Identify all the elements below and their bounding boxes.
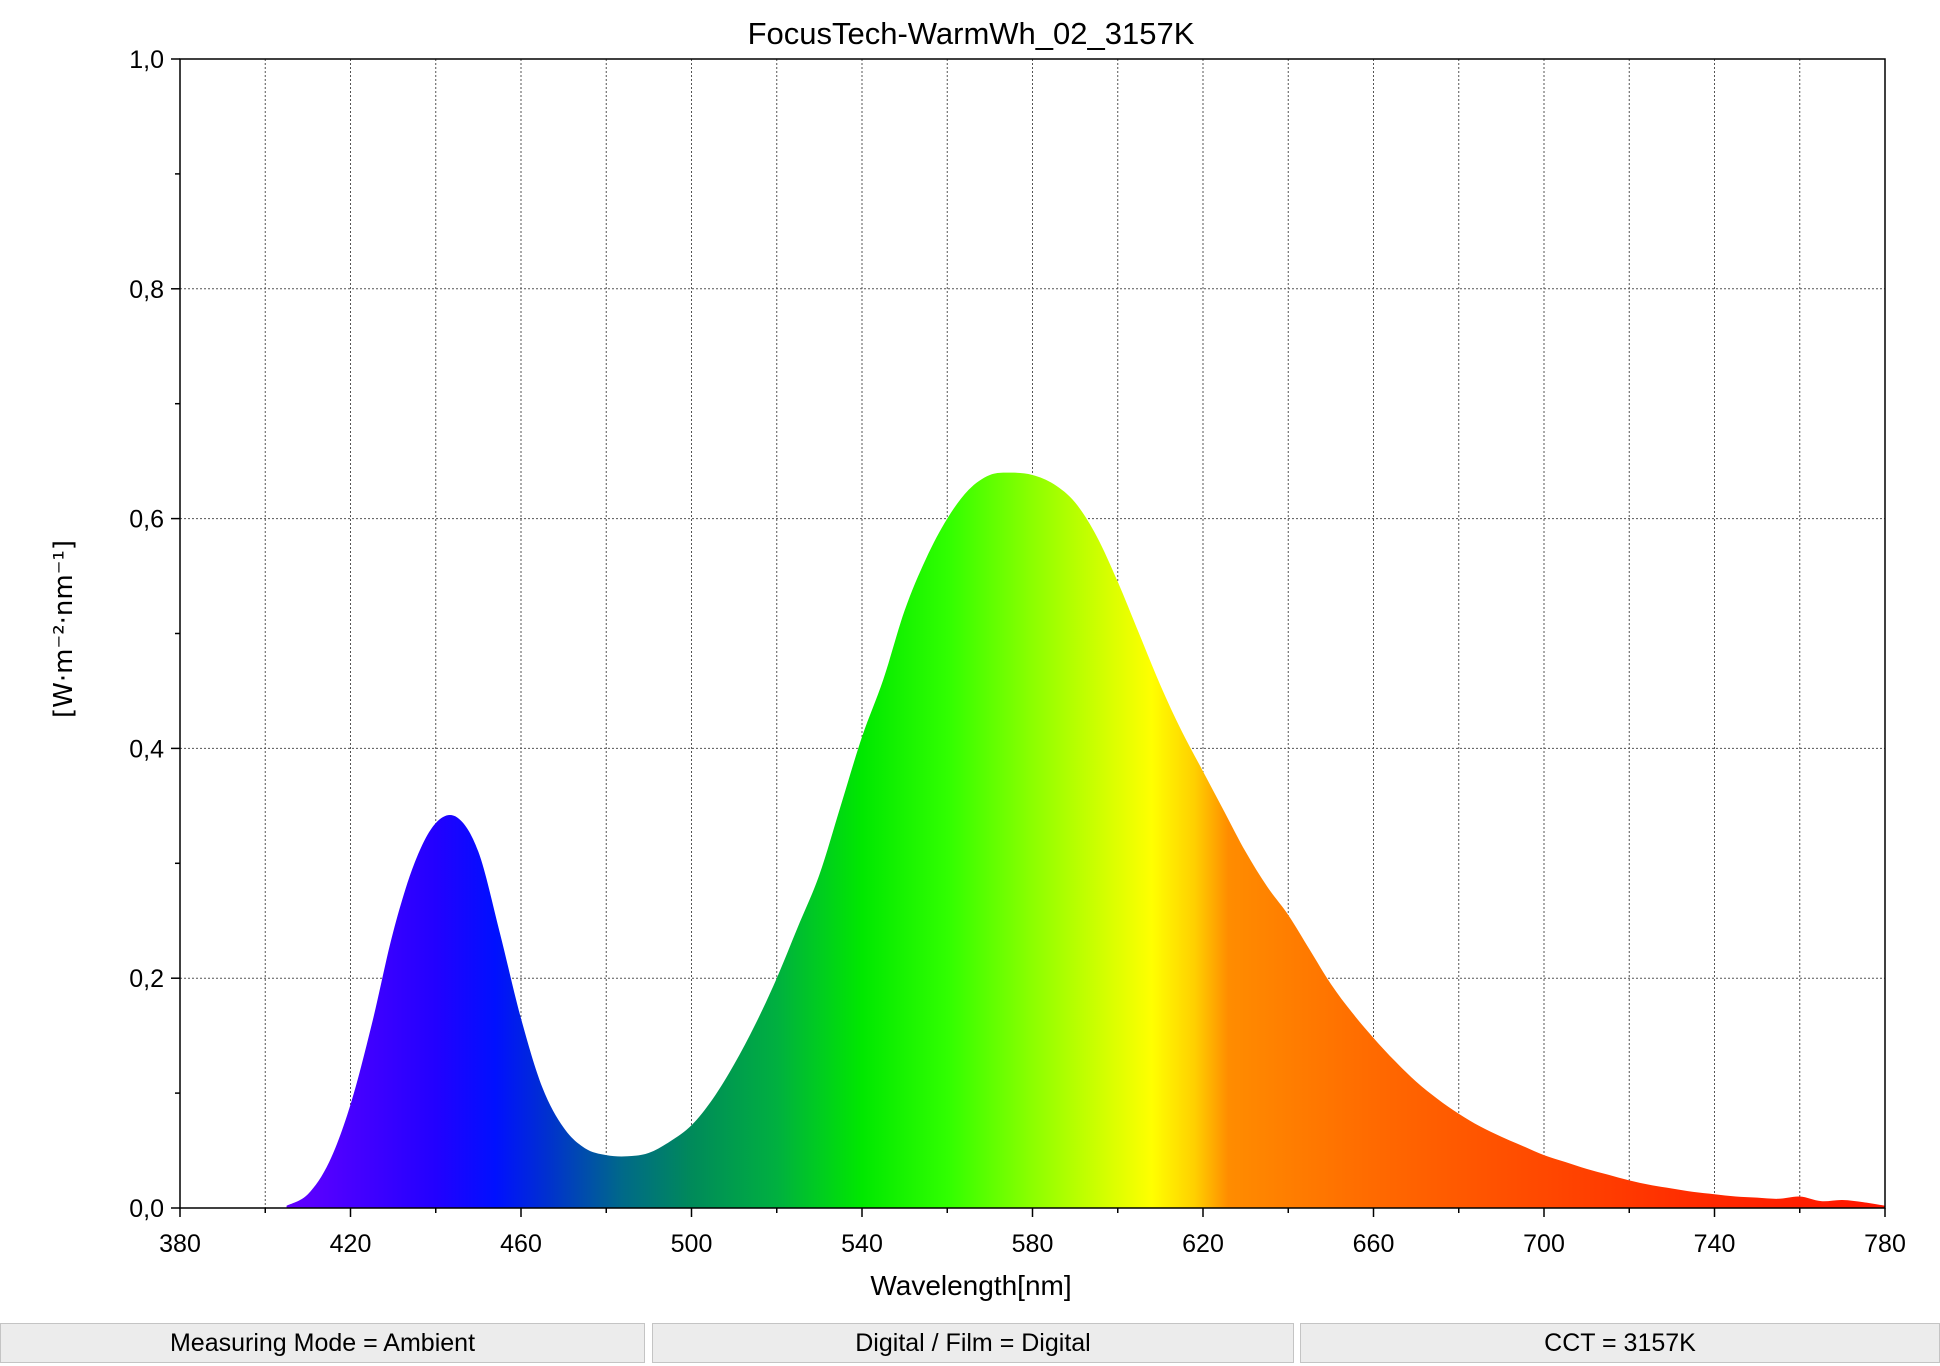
cct-field: CCT = 3157K (1300, 1323, 1940, 1363)
y-tick-label: 0,4 (129, 735, 164, 763)
x-tick-label: 540 (841, 1230, 883, 1258)
x-axis-label: Wavelength[nm] (870, 1270, 1071, 1301)
spectrum-chart: 380 420 460 500 540 580 620 660 700 740 780 0,0 0,2 0… (49, 16, 1906, 1301)
axes: 380 420 460 500 540 580 620 660 700 740 780 0,0 0,2 0… (129, 46, 1906, 1258)
y-tick-label: 1,0 (129, 46, 164, 74)
measuring-mode-field: Measuring Mode = Ambient (0, 1323, 645, 1363)
x-tick-label: 780 (1864, 1230, 1906, 1258)
x-tick-label: 580 (1012, 1230, 1054, 1258)
chart-title: FocusTech-WarmWh_02_3157K (748, 16, 1195, 51)
x-tick-label: 500 (671, 1230, 713, 1258)
y-tick-label: 0,6 (129, 506, 164, 534)
digital-film-field: Digital / Film = Digital (652, 1323, 1294, 1363)
spectrum-area (286, 472, 1885, 1208)
status-bar: Measuring Mode = Ambient Digital / Film … (0, 1323, 1940, 1366)
x-tick-label: 660 (1353, 1230, 1395, 1258)
x-tick-label: 420 (330, 1230, 372, 1258)
y-tick-label: 0,8 (129, 276, 164, 304)
y-axis-label: [W·m⁻²·nm⁻¹] (49, 540, 79, 718)
y-tick-label: 0,2 (129, 965, 164, 993)
x-tick-label: 380 (159, 1230, 201, 1258)
x-tick-label: 620 (1182, 1230, 1224, 1258)
x-tick-label: 740 (1694, 1230, 1736, 1258)
x-tick-label: 460 (500, 1230, 542, 1258)
x-tick-label: 700 (1523, 1230, 1565, 1258)
y-tick-label: 0,0 (129, 1195, 164, 1223)
